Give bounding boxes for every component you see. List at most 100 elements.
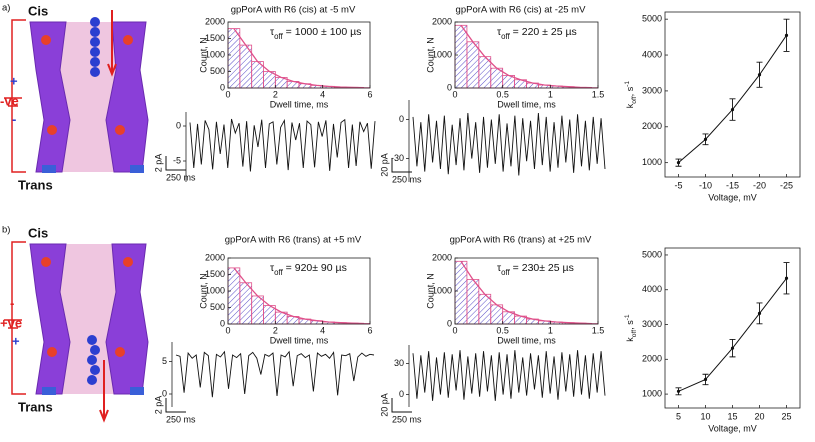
data-point: [757, 311, 762, 315]
residue: [47, 347, 57, 357]
bar: [466, 279, 480, 325]
y-tick-label: 3000: [642, 85, 662, 95]
annotation-part: = 230± 25 µs: [510, 262, 574, 274]
annotation-part: = 1000 ± 100 µs: [283, 26, 362, 38]
x-tick-label: -25: [780, 180, 793, 190]
y-axis-label: Count, N: [425, 37, 435, 73]
scale-bar: [391, 158, 412, 173]
y-axis-label-part: , s: [625, 320, 635, 330]
scale-bar: [165, 398, 186, 413]
data-point: [676, 161, 681, 165]
scale-bar: [165, 156, 186, 171]
y-tick-label: 2000: [432, 16, 452, 26]
residue: [123, 35, 133, 45]
data-point: [730, 107, 735, 112]
x-tick-label: 0: [452, 89, 457, 99]
data-point: [730, 346, 735, 350]
cargo-bead: [90, 17, 100, 27]
residue: [47, 125, 57, 135]
bar: [239, 282, 253, 325]
cis-label: Cis: [28, 3, 48, 18]
annotation: τoff = 230± 25 µs: [497, 262, 574, 277]
x-tick-label: 1: [548, 325, 553, 335]
x-tick-label: 6: [367, 325, 372, 335]
x-axis-label: Voltage, mV: [708, 423, 757, 433]
y-tick-label: 5: [162, 356, 167, 366]
pore-wall-left: [29, 243, 71, 395]
pore-wall-left: [29, 21, 71, 173]
scale-x-label: 250 ms: [392, 414, 422, 424]
scale-bar: [391, 398, 412, 413]
x-tick-label: 0: [452, 325, 457, 335]
annotation-part: = 920± 90 µs: [283, 262, 347, 274]
y-tick-label: 2000: [205, 16, 225, 26]
scale-y-label: 2 pA: [153, 396, 163, 415]
y-tick-label: 0: [399, 114, 404, 124]
chart-title: gpPorA with R6 (cis) at -25 mV: [456, 5, 587, 16]
electrode: [4, 319, 22, 329]
data-line: [678, 277, 787, 392]
y-tick-label: 5000: [642, 14, 662, 24]
sign-label: -: [10, 295, 14, 310]
data-point: [703, 137, 708, 141]
annotation-part: off: [274, 268, 283, 277]
annotation-part: off: [501, 268, 510, 277]
x-tick-label: 1.5: [592, 325, 605, 335]
residue-blue: [130, 165, 144, 173]
y-axis-label-part: k: [625, 103, 635, 108]
chart-title: gpPorA with R6 (cis) at -5 mV: [231, 5, 356, 16]
current-trace: [175, 350, 375, 398]
annotation: τoff = 1000 ± 100 µs: [270, 26, 361, 41]
fit-line: [233, 267, 365, 325]
y-tick-label: 1500: [205, 269, 225, 279]
annotation-part: off: [501, 32, 510, 41]
y-tick-label: -30: [391, 153, 404, 163]
annotation-part: τ: [270, 26, 275, 38]
cargo-bead: [87, 355, 97, 365]
annotation-part: τ: [497, 262, 502, 274]
x-tick-label: 15: [727, 411, 737, 421]
x-tick-label: -5: [674, 180, 682, 190]
x-tick-label: 4: [320, 89, 325, 99]
electrode: [4, 97, 22, 107]
y-tick-label: 30: [394, 358, 404, 368]
x-tick-label: 0.5: [496, 89, 509, 99]
cargo-bead: [87, 375, 97, 385]
y-tick-label: 2000: [205, 252, 225, 262]
scale-x-label: 250 ms: [392, 174, 422, 184]
cargo-bead: [90, 37, 100, 47]
x-tick-label: 2: [273, 325, 278, 335]
y-tick-label: 500: [210, 302, 225, 312]
current-trace: [189, 118, 376, 172]
scale-x-label: 250 ms: [166, 414, 196, 424]
y-tick-label: 500: [210, 66, 225, 76]
x-tick-label: -20: [753, 180, 766, 190]
y-tick-label: -5: [173, 155, 181, 165]
cargo-bead: [90, 345, 100, 355]
y-tick-label: 1500: [205, 33, 225, 43]
chart-title: gpPorA with R6 (trans) at +25 mV: [450, 235, 592, 246]
cargo-bead: [90, 47, 100, 57]
y-tick-label: 2000: [642, 121, 662, 131]
x-tick-label: 20: [754, 411, 764, 421]
panel-label: a): [2, 3, 10, 14]
cargo-bead: [90, 365, 100, 375]
x-tick-label: 6: [367, 89, 372, 99]
residue: [123, 257, 133, 267]
residue: [115, 347, 125, 357]
data-point: [784, 276, 789, 280]
cargo-bead: [90, 27, 100, 37]
x-tick-label: 0: [225, 325, 230, 335]
scale-x-label: 250 ms: [166, 172, 196, 182]
bracket: [11, 241, 26, 395]
sign-label: +: [12, 333, 20, 348]
y-tick-label: 2000: [642, 354, 662, 364]
residue-blue: [42, 165, 56, 173]
y-tick-label: 0: [399, 389, 404, 399]
y-tick-label: 0: [220, 318, 225, 328]
data-point: [703, 377, 708, 382]
bracket: [11, 19, 26, 173]
data-point: [757, 73, 762, 77]
annotation-part: off: [274, 32, 283, 41]
